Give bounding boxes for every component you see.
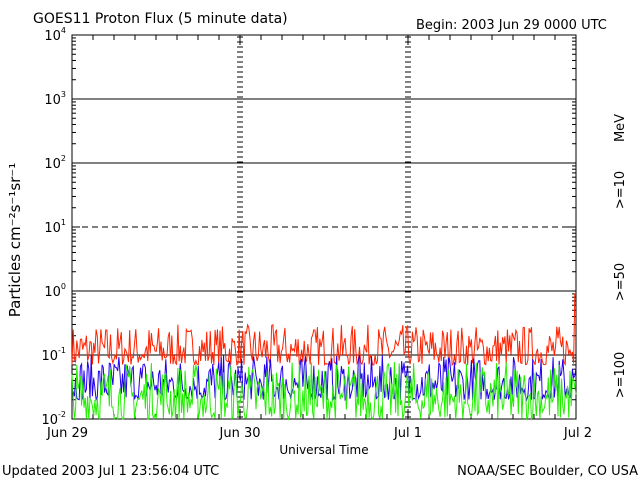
x-tick-label: Jul 1 — [393, 426, 422, 441]
x-tick-label: Jun 30 — [219, 426, 261, 441]
credit-text: NOAA/SEC Boulder, CO USA — [457, 464, 638, 479]
chart-title: GOES11 Proton Flux (5 minute data) — [33, 11, 288, 27]
legend-unit: MeV — [613, 114, 628, 142]
x-axis-label: Universal Time — [279, 443, 368, 457]
x-tick-label: Jun 29 — [46, 426, 88, 441]
y-tick-label: 104 — [44, 26, 66, 44]
series-gt100-line — [71, 361, 577, 421]
y-tick-label: 103 — [44, 90, 66, 108]
x-tick-labels: Jun 29 Jun 30 Jul 1 Jul 2 — [46, 426, 592, 441]
y-tick-label: 100 — [44, 282, 66, 300]
y-axis-label: Particles cm⁻²s⁻¹sr⁻¹ — [6, 163, 24, 317]
legend-gt10: >=10 — [613, 171, 628, 209]
y-tick-label: 10-1 — [41, 346, 66, 364]
x-tick-label: Jul 2 — [563, 426, 592, 441]
y-tick-label: 101 — [44, 218, 66, 236]
legend-gt100: >=100 — [613, 352, 628, 399]
updated-timestamp: Updated 2003 Jul 1 23:56:04 UTC — [2, 464, 219, 479]
reference-lines — [72, 98, 576, 356]
begin-time: Begin: 2003 Jun 29 0000 UTC — [416, 18, 607, 33]
series-gt10-line — [71, 293, 576, 367]
y-tick-label: 102 — [44, 154, 66, 172]
legend-gt50: >=50 — [613, 263, 628, 301]
